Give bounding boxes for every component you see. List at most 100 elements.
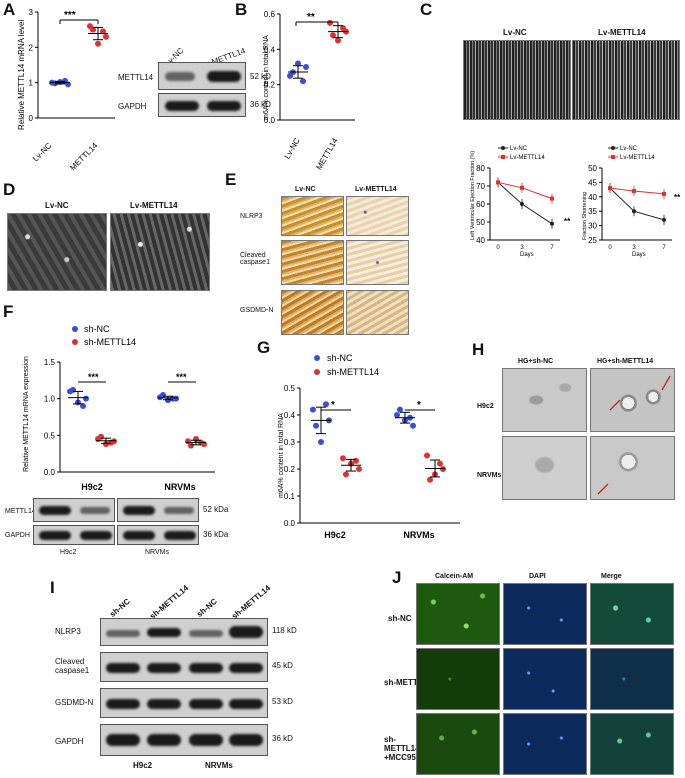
- panel-c1-xtick-0: 0: [496, 245, 500, 251]
- panel-g-g1-nc-point-3: [397, 406, 403, 413]
- panel-e-col-0: Lv-NC: [295, 186, 316, 193]
- panel-h-col-1: HG+sh-METTL14: [597, 358, 654, 365]
- panel-b-mettl14-point-4: [340, 25, 346, 32]
- panel-a-ylabel: Relative METTL14 mRNA level: [17, 20, 26, 130]
- panel-h-nrvm-mettl14: [590, 436, 675, 500]
- panel-i-blot-casp1: [100, 652, 268, 682]
- panel-g-g0-nc-point-2: [318, 439, 324, 445]
- panel-c1-sig: **: [564, 217, 571, 226]
- panel-c1-ytick-3: 70: [476, 182, 485, 191]
- panel-f-legend-0: sh-NC: [84, 324, 110, 334]
- panel-c-echo-label-0: Lv-NC: [503, 28, 527, 37]
- panel-g-g1-sh-point-0: [424, 452, 430, 459]
- panel-g-xtick-1: NRVMs: [403, 530, 434, 540]
- panel-c1-ytick-0: 40: [476, 236, 485, 245]
- panel-g-ytick-0: 0.0: [284, 519, 296, 528]
- panel-c2-legend-0: Lv-NC: [620, 146, 638, 152]
- panel-c2-series-0-point-2: [662, 217, 666, 222]
- panel-g-g1-sh-point-1: [440, 466, 446, 472]
- panel-a-mettl14-point-1: [103, 33, 109, 40]
- panel-f-ytick-3: 1.5: [44, 358, 56, 367]
- panel-g-ytick-1: 0.1: [284, 492, 296, 501]
- panel-f-blot-size-0: 52 kDa: [203, 505, 229, 514]
- panel-j-dapi-nc: [503, 583, 587, 645]
- panel-b-mettl14-point-2: [335, 37, 341, 44]
- panel-a-mettl14-point-3: [90, 26, 96, 33]
- panel-c1-series-0-point-1: [520, 202, 524, 206]
- panel-g-g1-nc-point-0: [394, 412, 400, 418]
- panel-i-size-3: 36 kD: [272, 734, 293, 743]
- panel-c1-ytick-4: 80: [476, 164, 485, 173]
- panel-i-row-2: GSDMD-N: [55, 698, 94, 707]
- panel-g-ytick-5: 0.5: [284, 384, 296, 393]
- panel-i-row-3: GAPDH: [55, 737, 84, 746]
- panel-b-ytick-0: 0.0: [264, 116, 276, 125]
- panel-c1-series-1-point-0: [496, 180, 500, 185]
- panel-c2-ytick-4: 45: [588, 178, 597, 187]
- panel-label-e: E: [225, 170, 237, 189]
- panel-c1-xtick-2: 7: [550, 245, 554, 251]
- panel-j-col-2: Merge: [601, 573, 622, 580]
- panel-label-d: D: [3, 180, 16, 199]
- panel-g-ytick-2: 0.2: [284, 465, 296, 474]
- panel-e-row-0: NLRP3: [240, 213, 263, 220]
- panel-c2-xtick-2: 7: [662, 245, 666, 251]
- panel-a-ytick-2: 2: [29, 43, 34, 52]
- panel-a-blot-row-1: GAPDH: [118, 102, 147, 111]
- panel-g-xtick-0: H9c2: [324, 530, 346, 540]
- panel-label-c: C: [420, 0, 433, 19]
- panel-f-chart: 0.0 0.5 1.0 1.5 sh-NC sh-METTL14 Relative M…: [23, 324, 215, 492]
- panel-a-blot-gapdh: [158, 93, 246, 117]
- panel-b-nc-point-2: [295, 60, 301, 67]
- panel-a-blot-row-0: METTL14: [118, 73, 154, 82]
- panel-e-row-1: Cleaved caspase1: [240, 252, 270, 266]
- panel-j-calcein-mcc950: [416, 713, 500, 775]
- panel-c1-xtick-1: 3: [520, 245, 524, 251]
- panel-a-xtick-0: Lv-NC: [31, 141, 54, 164]
- panel-g-g0-sh-point-3: [343, 471, 349, 478]
- panel-i-size-1: 45 kD: [272, 661, 293, 670]
- panel-a-blot-size-0: 52 kD: [250, 72, 271, 81]
- panel-d-label-0: Lv-NC: [45, 201, 69, 210]
- panel-label-b: B: [235, 0, 248, 19]
- panel-a-mettl14-point-2: [95, 40, 101, 47]
- panel-i-group-0: H9c2: [133, 761, 153, 770]
- panel-g-ytick-4: 0.4: [284, 411, 296, 420]
- panel-j-calcein-nc: [416, 583, 500, 645]
- panel-c1-legend-0: Lv-NC: [510, 146, 528, 152]
- panel-e-casp1-nc: [281, 240, 344, 285]
- panel-c2-xlabel: Days: [632, 252, 646, 258]
- panel-label-h: H: [472, 340, 485, 359]
- panel-i-row-1: Cleaved caspase1: [55, 657, 90, 675]
- panel-a-ytick-0: 0: [29, 114, 34, 123]
- panel-f-blot-size-1: 36 kDa: [203, 530, 229, 539]
- panel-f-g0-nc-point-1: [83, 395, 89, 402]
- panel-b-ytick-1: 0.2: [264, 81, 276, 90]
- panel-g-g1-sh-point-3: [427, 476, 433, 483]
- panel-f-xtick-0: H9c2: [81, 482, 103, 492]
- panel-j-row-2: sh-METTL14 +MCC950: [384, 735, 421, 762]
- panel-label-a: A: [3, 0, 16, 19]
- panel-c-echo-mettl14: [572, 40, 680, 120]
- panel-h-row-0: H9c2: [477, 403, 494, 410]
- panel-f-sig-1: ***: [176, 372, 187, 382]
- panel-f-blot-group-1: NRVMs: [145, 549, 169, 556]
- panel-c-echo-label-1: Lv-METTL14: [598, 28, 646, 37]
- panel-g-g0-nc-point-0: [310, 406, 316, 413]
- panel-c2-ylabel: Fraction Shortening: [582, 192, 588, 240]
- panel-c2-series-0-point-1: [632, 209, 636, 214]
- panel-j-merge-mettl14: [590, 648, 674, 710]
- panel-g-sig-0: *: [331, 400, 335, 411]
- panel-j-col-0: Calcein-AM: [435, 573, 474, 580]
- panel-c2-ytick-5: 50: [588, 164, 597, 173]
- panel-a-ytick-1: 1: [29, 79, 34, 88]
- panel-c-echo-nc: [463, 40, 571, 120]
- panel-h-col-0: HG+sh-NC: [518, 358, 554, 365]
- panel-f-g1-nc-point-3: [160, 392, 166, 398]
- panel-e-gsdmd-mettl14: [346, 290, 409, 335]
- panel-i-size-2: 53 kD: [272, 697, 293, 706]
- panel-j-dapi-mcc950: [503, 713, 587, 775]
- panel-f-g0-nc-point-3: [70, 386, 76, 393]
- panel-a-sig: ***: [64, 10, 76, 21]
- panel-b-ytick-2: 0.4: [264, 45, 276, 54]
